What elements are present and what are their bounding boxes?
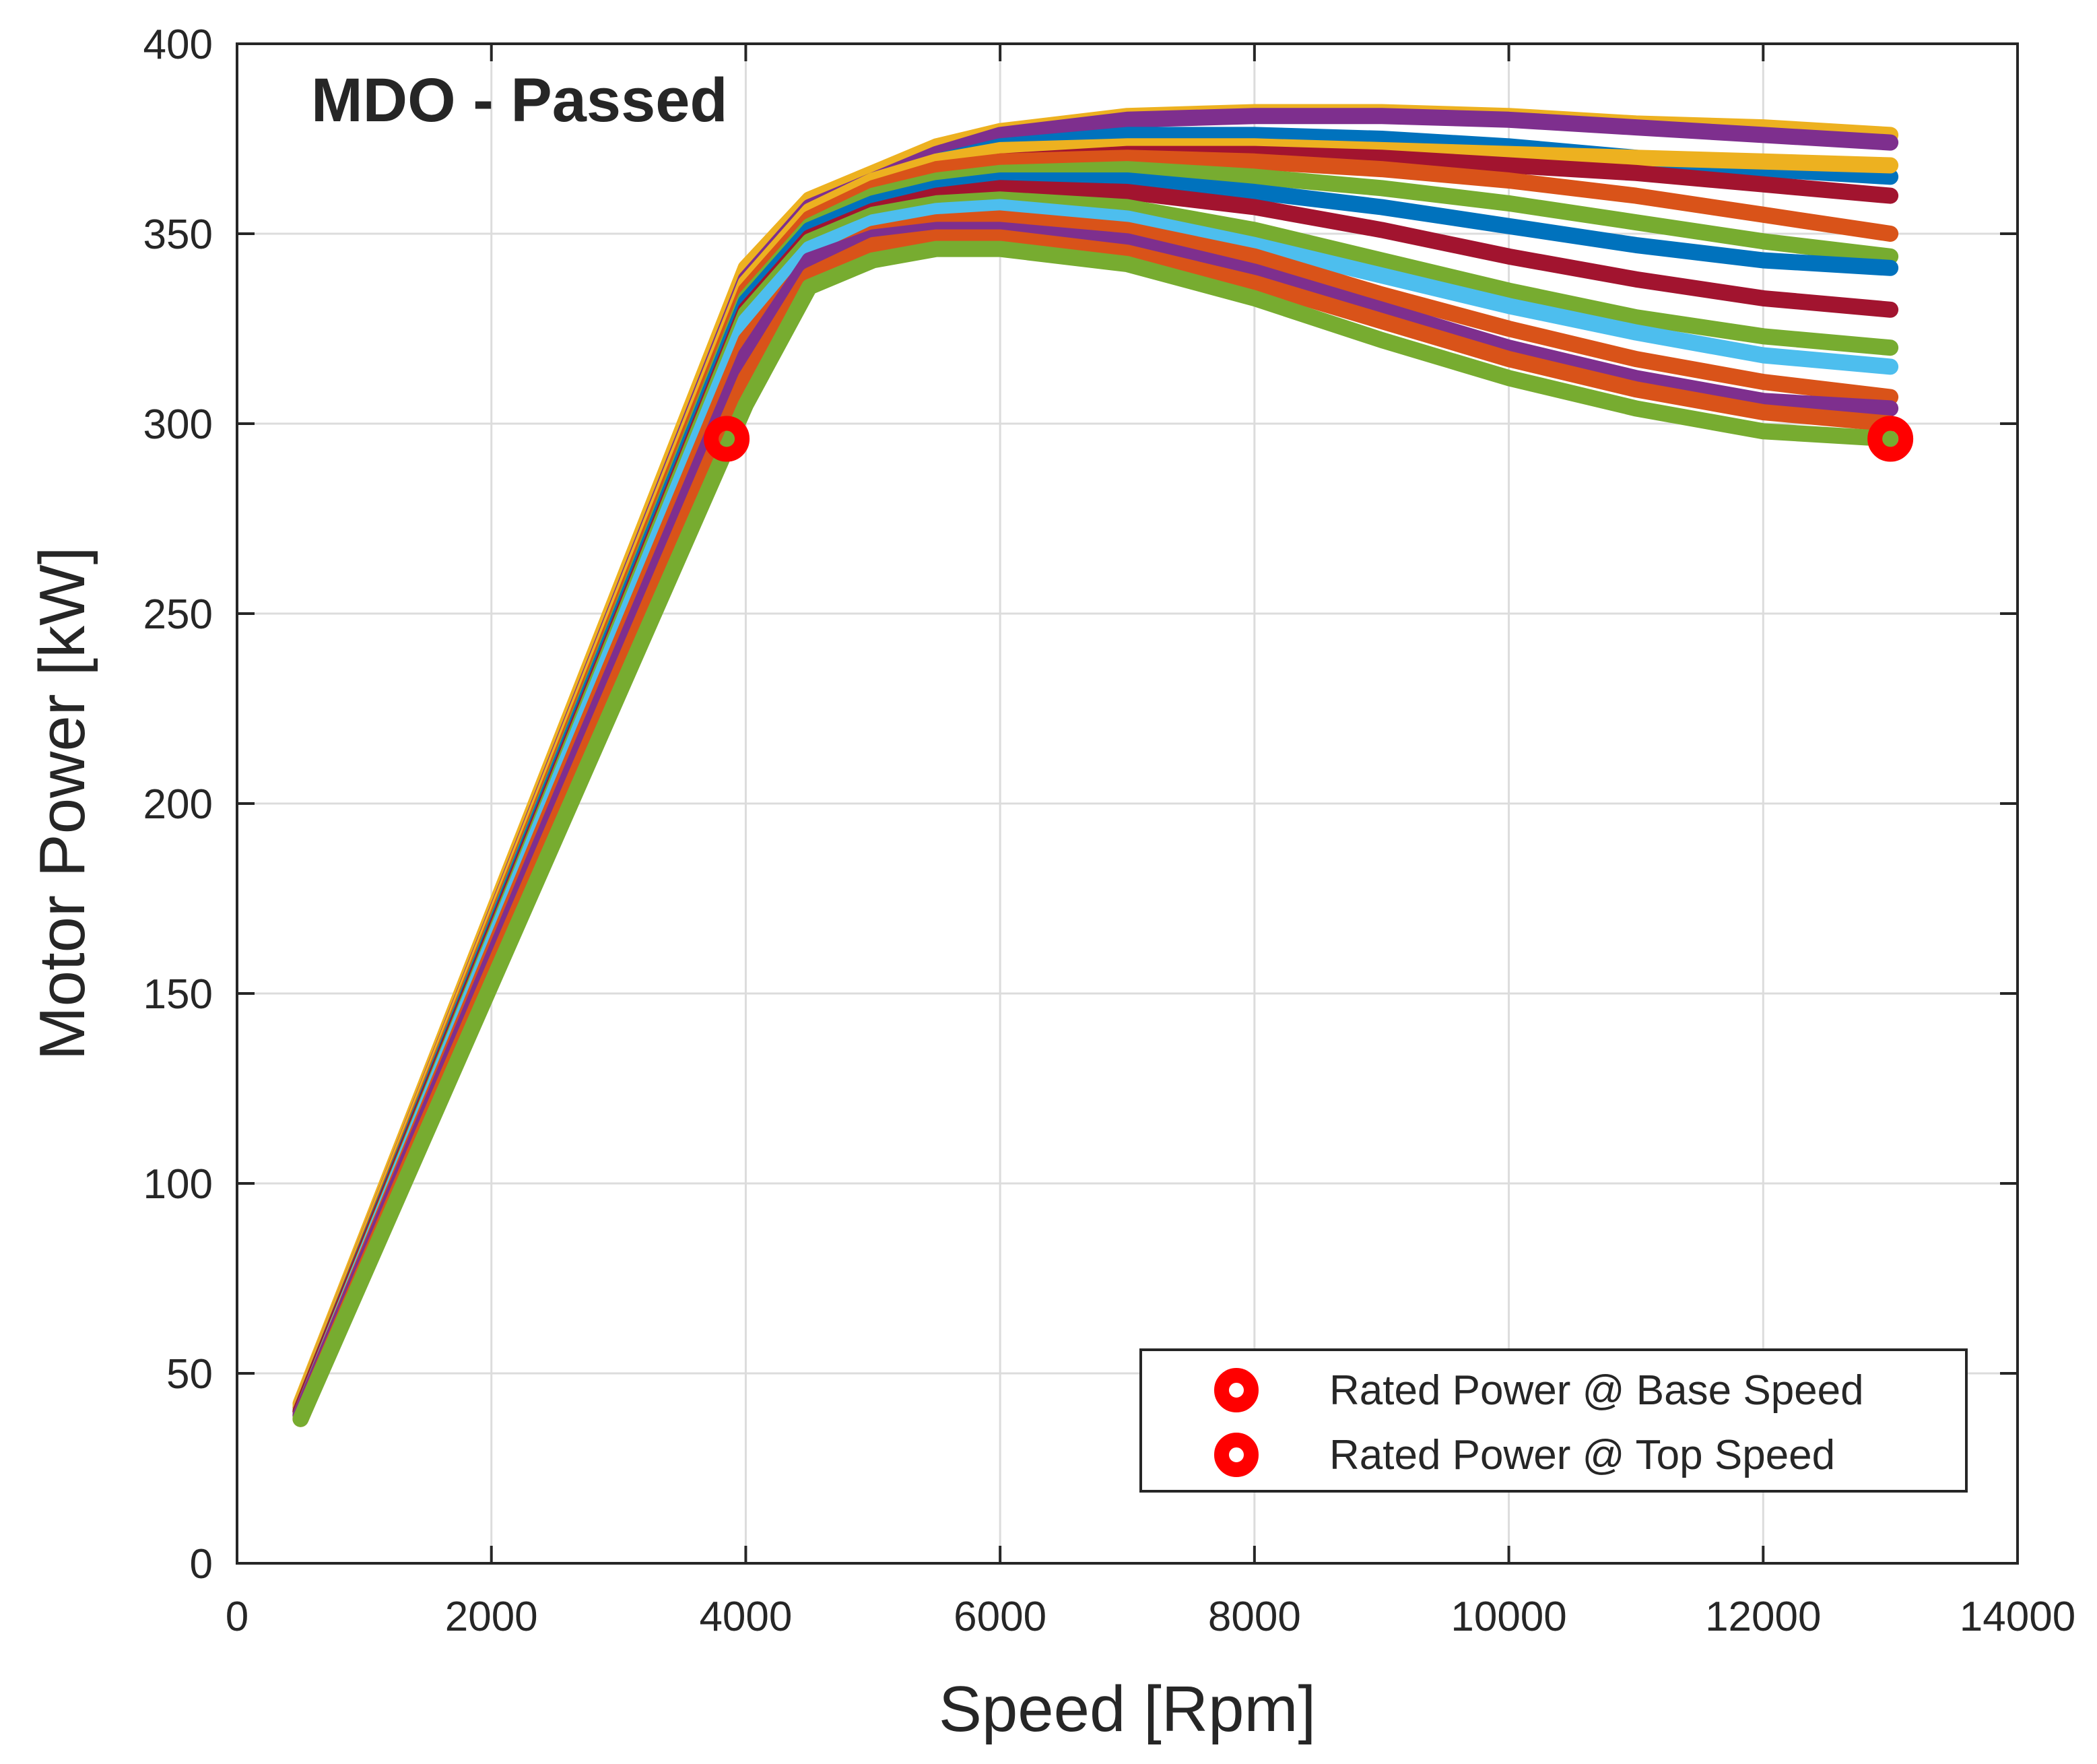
y-tick-label-200: 200 — [143, 781, 213, 828]
y-tick-label-100: 100 — [143, 1161, 213, 1208]
legend-label-top-speed: Rated Power @ Top Speed — [1329, 1432, 1835, 1478]
x-tick-label-14000: 14000 — [1960, 1594, 2075, 1640]
x-tick-label-10000: 10000 — [1451, 1594, 1566, 1640]
y-tick-label-150: 150 — [143, 971, 213, 1018]
y-tick-label-400: 400 — [143, 22, 213, 68]
y-axis-label: Motor Power [kW] — [26, 547, 98, 1061]
x-tick-label-4000: 4000 — [699, 1594, 792, 1640]
y-tick-label-250: 250 — [143, 591, 213, 638]
series-line-design-13 — [292, 222, 1899, 1423]
series-line-design-11 — [292, 199, 1899, 1423]
legend-box — [1139, 1348, 1968, 1493]
x-tick-label-8000: 8000 — [1208, 1594, 1301, 1640]
x-axis-label: Speed [Rpm] — [939, 1673, 1316, 1745]
legend-entry-top-speed: Rated Power @ Top Speed — [1214, 1432, 1835, 1478]
x-tick-label-2000: 2000 — [445, 1594, 538, 1640]
y-tick-label-350: 350 — [143, 211, 213, 258]
data-series — [292, 104, 1899, 1427]
legend: Rated Power @ Base Speed Rated Power @ T… — [1139, 1348, 1968, 1493]
y-tick-label-300: 300 — [143, 401, 213, 448]
chart-title: MDO - Passed — [311, 66, 728, 135]
legend-entry-base-speed: Rated Power @ Base Speed — [1214, 1367, 1864, 1414]
legend-label-base-speed: Rated Power @ Base Speed — [1329, 1367, 1864, 1414]
y-tick-labels: 0 50 100 150 200 250 300 350 400 — [143, 22, 213, 1588]
x-tick-label-0: 0 — [226, 1594, 248, 1640]
legend-marker-base-speed — [1214, 1368, 1259, 1412]
x-tick-labels: 0 2000 4000 6000 8000 10000 12000 14000 — [226, 1594, 2075, 1640]
y-tick-label-50: 50 — [166, 1351, 213, 1398]
x-tick-label-12000: 12000 — [1705, 1594, 1821, 1640]
x-tick-label-6000: 6000 — [954, 1594, 1046, 1640]
legend-marker-top-speed — [1214, 1433, 1259, 1477]
axes — [236, 42, 2019, 1565]
y-tick-label-0: 0 — [190, 1541, 213, 1588]
rated-power-marker-top-speed — [1867, 416, 1914, 462]
series-line-design-15 — [292, 240, 1899, 1427]
series-line-design-14 — [292, 229, 1899, 1427]
rated-power-marker-base-speed — [704, 416, 750, 462]
rated-power-markers — [704, 416, 1914, 462]
